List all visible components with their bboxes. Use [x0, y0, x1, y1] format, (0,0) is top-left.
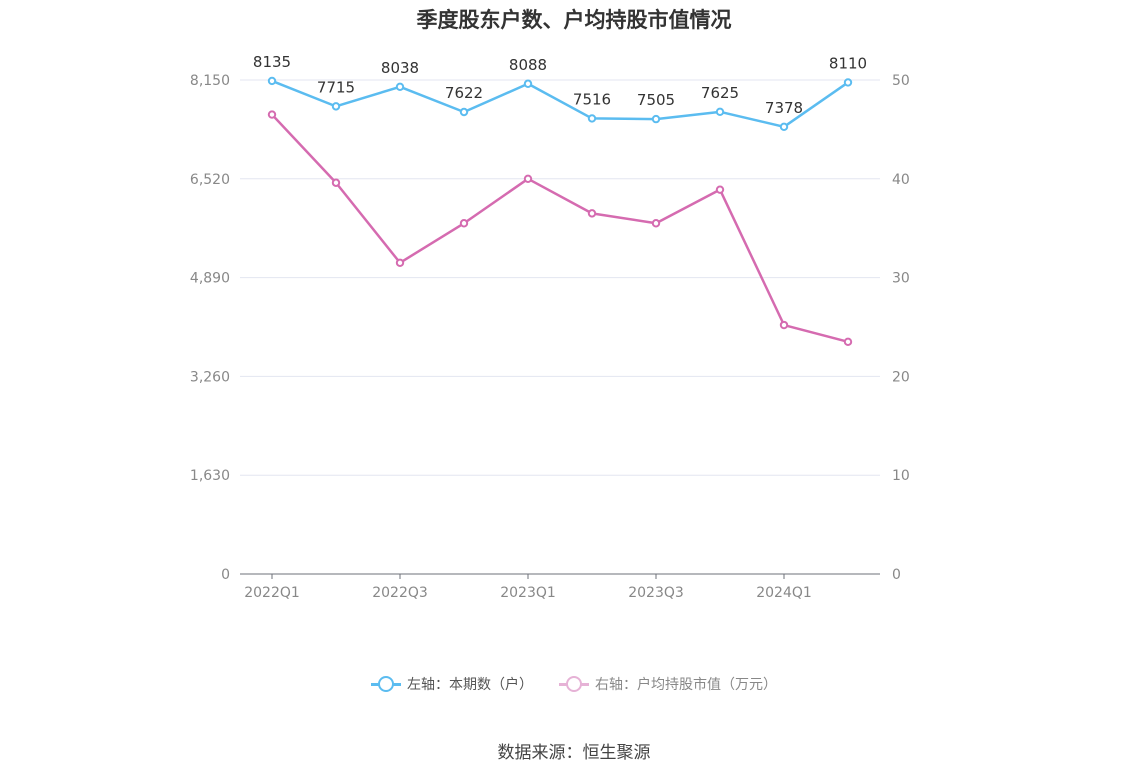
legend-item-left-axis[interactable]: 左轴：本期数（户） — [371, 674, 533, 694]
data-label: 7516 — [573, 90, 611, 108]
y-left-tick-label: 6,520 — [190, 172, 230, 188]
y-left-tick-label: 0 — [221, 567, 230, 583]
data-label: 7715 — [317, 78, 355, 96]
y-left-tick-label: 4,890 — [190, 271, 230, 287]
series-line-market-value — [271, 113, 849, 344]
data-point-holders — [587, 114, 597, 123]
y-right-tick-label: 0 — [892, 567, 901, 583]
x-tick-label: 2023Q1 — [500, 585, 556, 601]
data-point-market-value — [395, 258, 405, 267]
source-text: 数据来源：恒生聚源 — [497, 743, 651, 763]
data-label: 7622 — [445, 84, 483, 102]
data-label: 8038 — [381, 59, 419, 77]
data-point-market-value — [459, 219, 469, 228]
legend-marker-icon — [371, 674, 401, 694]
data-point-holders — [715, 107, 725, 117]
data-label: 8135 — [253, 53, 291, 71]
y-right-tick-label: 40 — [892, 172, 910, 188]
data-point-holders — [523, 79, 533, 88]
data-point-market-value — [715, 185, 725, 194]
data-point-holders — [843, 78, 853, 87]
data-point-holders — [651, 114, 661, 124]
data-label: 7625 — [701, 84, 739, 102]
data-point-holders — [779, 122, 789, 131]
data-label: 8110 — [829, 54, 867, 72]
data-point-market-value — [651, 219, 661, 228]
y-left-tick-label: 3,260 — [190, 369, 230, 385]
series-line-holders — [271, 79, 849, 129]
y-left-tick-label: 8,150 — [190, 73, 230, 89]
data-label: 8088 — [509, 56, 547, 74]
x-tick-label: 2023Q3 — [628, 585, 684, 601]
data-point-market-value — [843, 337, 853, 347]
y-right-tick-label: 10 — [892, 468, 910, 484]
y-right-tick-label: 50 — [892, 73, 910, 89]
y-left-tick-label: 1,630 — [190, 468, 230, 484]
legend-marker-icon — [559, 674, 589, 694]
legend: 左轴：本期数（户） 右轴：户均持股市值（万元） — [0, 674, 1148, 694]
data-label: 7378 — [765, 99, 803, 117]
data-point-market-value — [587, 209, 597, 218]
y-right-tick-label: 30 — [892, 271, 910, 287]
data-label: 7505 — [637, 91, 675, 109]
x-tick-label: 2022Q1 — [244, 585, 300, 601]
legend-label-right-axis: 右轴：户均持股市值（万元） — [595, 677, 777, 693]
x-tick-label: 2024Q1 — [756, 585, 812, 601]
data-point-holders — [267, 76, 277, 86]
data-point-market-value — [331, 178, 341, 187]
data-point-holders — [395, 82, 405, 91]
y-right-tick-label: 20 — [892, 369, 910, 385]
x-tick-label: 2022Q3 — [372, 585, 428, 601]
chart-title: 季度股东户数、户均持股市值情况 — [416, 8, 732, 32]
data-point-holders — [331, 102, 341, 111]
data-point-holders — [459, 107, 469, 117]
data-point-market-value — [267, 110, 277, 119]
legend-label-left-axis: 左轴：本期数（户） — [407, 677, 533, 693]
legend-item-right-axis[interactable]: 右轴：户均持股市值（万元） — [559, 674, 777, 694]
data-point-market-value — [523, 174, 533, 184]
data-point-market-value — [779, 320, 789, 330]
